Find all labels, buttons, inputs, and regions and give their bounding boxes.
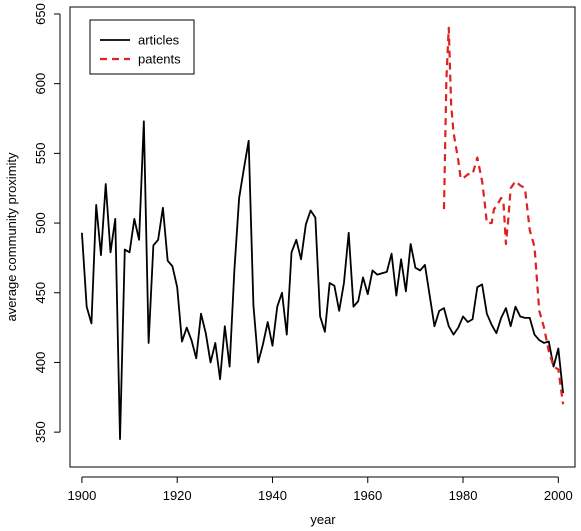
legend-label-articles: articles bbox=[138, 33, 180, 48]
y-tick-label: 650 bbox=[33, 3, 48, 25]
x-tick-label: 1920 bbox=[163, 488, 192, 503]
plot-frame bbox=[69, 6, 576, 468]
x-tick-label: 2000 bbox=[544, 488, 573, 503]
y-axis-label: average community proximity bbox=[4, 152, 19, 322]
legend-box bbox=[89, 19, 195, 75]
y-tick-label: 450 bbox=[33, 282, 48, 304]
y-tick-label: 400 bbox=[33, 352, 48, 374]
x-tick-label: 1960 bbox=[353, 488, 382, 503]
legend: articles patents bbox=[89, 19, 195, 75]
x-tick-label: 1900 bbox=[67, 488, 96, 503]
y-axis: 350 400 450 500 550 600 650 bbox=[33, 3, 61, 443]
series-line-patents bbox=[442, 26, 565, 405]
x-axis-label: year bbox=[310, 512, 336, 527]
x-tick-label: 1940 bbox=[258, 488, 287, 503]
y-tick-label: 500 bbox=[33, 212, 48, 234]
x-axis: 1900 1920 1940 1960 1980 2000 bbox=[67, 476, 573, 503]
y-tick-label: 350 bbox=[33, 421, 48, 443]
plot-border bbox=[69, 6, 576, 468]
y-tick-label: 550 bbox=[33, 143, 48, 165]
x-tick-label: 1980 bbox=[449, 488, 478, 503]
series-lines bbox=[81, 26, 565, 441]
y-tick-label: 600 bbox=[33, 73, 48, 95]
series-line-articles bbox=[81, 120, 564, 441]
legend-label-patents: patents bbox=[138, 52, 181, 67]
